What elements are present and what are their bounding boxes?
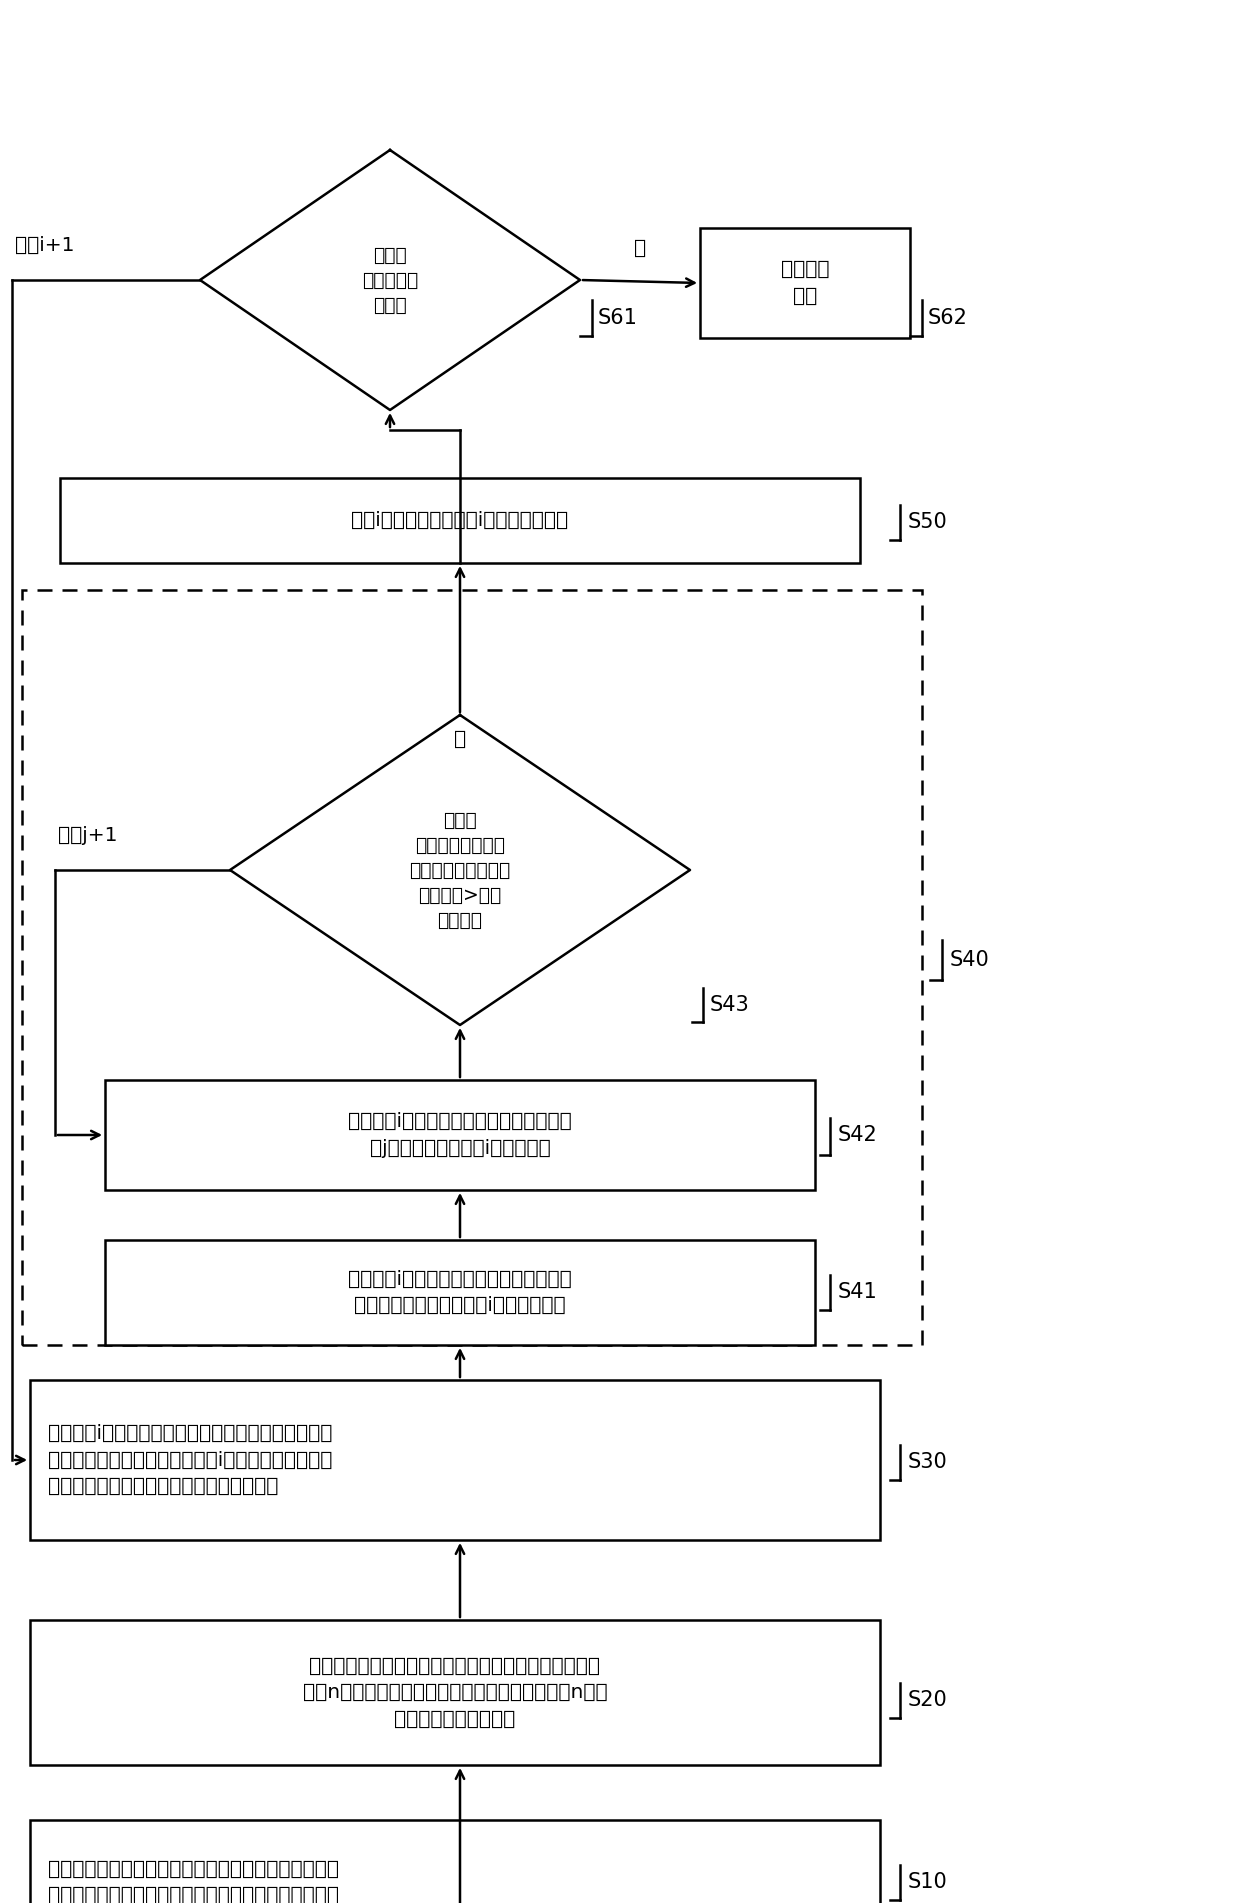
Text: S61: S61 — [598, 308, 637, 327]
FancyBboxPatch shape — [30, 1619, 880, 1764]
Text: 预判断
源数据片对调后，
低负载服务器的总的
负载占比>负载
占比阈值: 预判断 源数据片对调后， 低负载服务器的总的 负载占比>负载 占比阈值 — [409, 811, 511, 929]
Text: 在一个统计周期内统计分布式数据库系统中所有服务器
的负载量和每一个服务器中的每一个数据片的负载占比: 在一个统计周期内统计分布式数据库系统中所有服务器 的负载量和每一个服务器中的每一… — [48, 1859, 339, 1903]
Text: 将各服务器按照负载量从高到低的顺序排序，将排序靠
前的n个服务器作为高负载服务器，将排序靠后的n个服
务器作为低负载服务器: 将各服务器按照负载量从高到低的顺序排序，将排序靠 前的n个服务器作为高负载服务器… — [303, 1656, 608, 1728]
Text: S10: S10 — [908, 1873, 947, 1892]
Polygon shape — [229, 716, 689, 1026]
FancyBboxPatch shape — [701, 228, 910, 339]
Text: 判定调平
完成: 判定调平 完成 — [781, 261, 830, 306]
FancyBboxPatch shape — [60, 478, 861, 563]
Text: S30: S30 — [908, 1452, 947, 1473]
Text: S42: S42 — [838, 1125, 878, 1146]
Text: S43: S43 — [711, 995, 750, 1014]
Text: 将倒序第i个低负载服务器中负载占比排序
最后一位的数据片作为第i个目标数据片: 将倒序第i个低负载服务器中负载占比排序 最后一位的数据片作为第i个目标数据片 — [348, 1269, 572, 1315]
Text: 是: 是 — [634, 240, 646, 259]
Text: S50: S50 — [908, 512, 947, 533]
FancyBboxPatch shape — [30, 1380, 880, 1540]
Text: S62: S62 — [928, 308, 968, 327]
Text: S40: S40 — [950, 950, 990, 971]
Text: S20: S20 — [908, 1690, 947, 1711]
Polygon shape — [200, 150, 580, 409]
Text: 是，j+1: 是，j+1 — [58, 826, 118, 845]
Text: 将顺序第i个高负载服务器中的各数据片按照负载占比
从高到低的顺序排序，将倒序第i个低负载服务器中的
各数据片按照负载占比从高到低的顺序排序: 将顺序第i个高负载服务器中的各数据片按照负载占比 从高到低的顺序排序，将倒序第i… — [48, 1423, 332, 1496]
FancyBboxPatch shape — [105, 1081, 815, 1189]
Text: 已调平
所有高负载
服务器: 已调平 所有高负载 服务器 — [362, 245, 418, 314]
FancyBboxPatch shape — [30, 1819, 880, 1903]
FancyBboxPatch shape — [105, 1241, 815, 1345]
Text: S41: S41 — [838, 1283, 878, 1302]
Text: 将第i个目标数据片与第i个源数据片对调: 将第i个目标数据片与第i个源数据片对调 — [351, 512, 569, 531]
Text: 否: 否 — [454, 731, 466, 750]
Text: 将顺序第i个高负载服务器中负载占比排序
第j位的数据片作为第i个源数据片: 将顺序第i个高负载服务器中负载占比排序 第j位的数据片作为第i个源数据片 — [348, 1111, 572, 1157]
FancyBboxPatch shape — [22, 590, 923, 1345]
Text: 否，i+1: 否，i+1 — [15, 236, 74, 255]
